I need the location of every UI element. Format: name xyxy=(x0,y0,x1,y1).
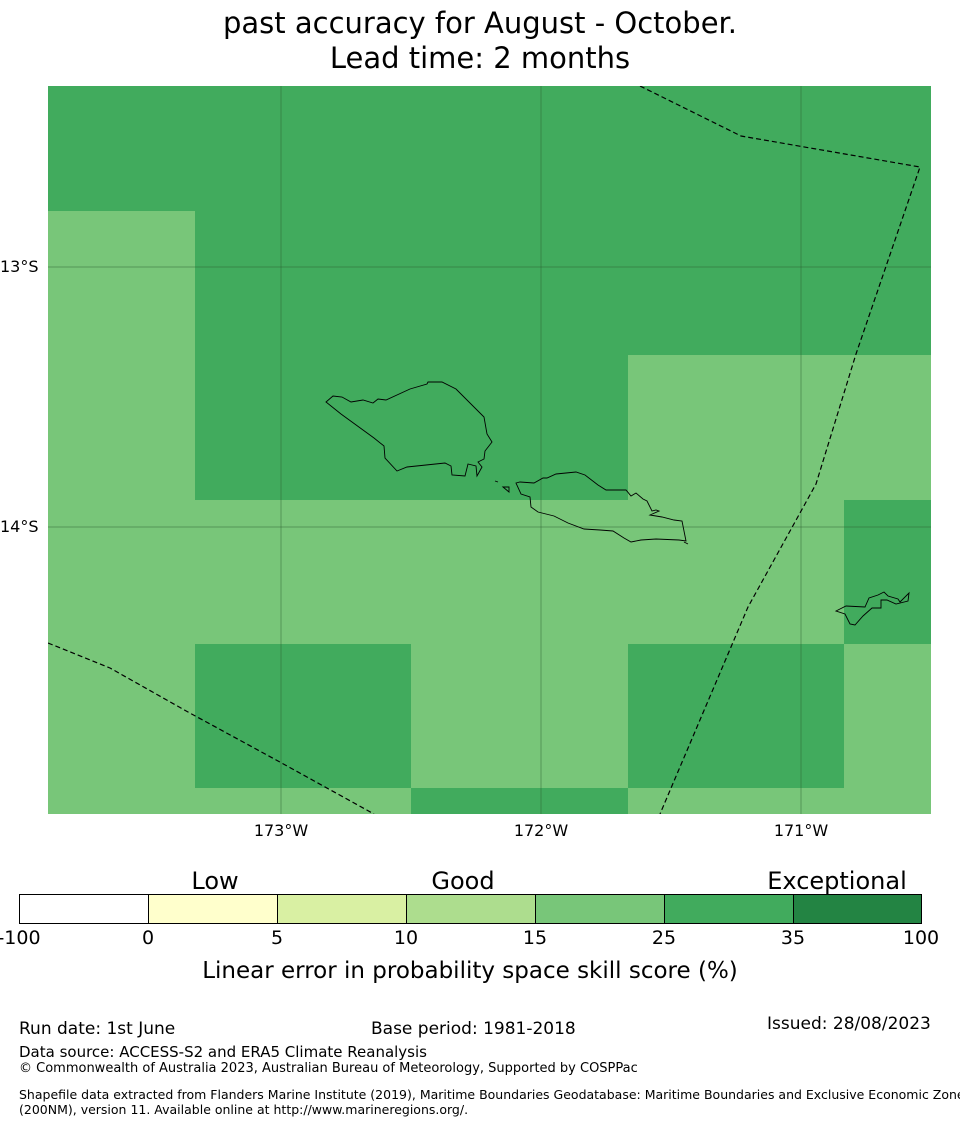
colorbar-axis-label: Linear error in probability space skill … xyxy=(202,958,738,984)
lon-label-173w: 173°W xyxy=(253,821,309,840)
upolu-island-outline xyxy=(515,471,687,543)
colorbar-swatch-neg100-0 xyxy=(19,894,149,924)
lat-label-13s: 13°S xyxy=(0,257,39,276)
data-source: Data source: ACCESS-S2 and ERA5 Climate … xyxy=(19,1043,427,1061)
colorbar-tick: 25 xyxy=(651,927,677,949)
ofu-island-outline xyxy=(683,541,689,545)
skill-score-colorbar xyxy=(19,894,922,924)
manono-island-outline xyxy=(501,486,510,493)
colorbar-tick: 100 xyxy=(902,927,940,949)
skill-cell-high xyxy=(844,500,931,644)
skill-cell-high xyxy=(195,644,411,788)
colorbar-tick: 35 xyxy=(780,927,806,949)
tutuila-island-outline xyxy=(834,591,910,626)
colorbar-tick: 5 xyxy=(270,927,284,949)
graticule xyxy=(48,86,931,814)
colorbar-swatch-10-15 xyxy=(406,894,536,924)
base-period: Base period: 1981-2018 xyxy=(371,1019,576,1039)
savaii-island-outline xyxy=(325,381,493,478)
colorbar-tick: -100 xyxy=(0,927,41,949)
map-canvas xyxy=(48,86,931,814)
skill-cell-high xyxy=(195,211,931,355)
maritime-boundaries xyxy=(48,86,921,814)
colorbar-tick: 0 xyxy=(141,927,155,949)
run-date: Run date: 1st June xyxy=(19,1019,176,1039)
colorbar-category-low: Low xyxy=(191,867,239,895)
colorbar-tick: 15 xyxy=(522,927,548,949)
skill-cell-high xyxy=(195,355,628,500)
skill-cell-high xyxy=(48,86,931,211)
colorbar-swatch-5-10 xyxy=(277,894,407,924)
colorbar-category-good: Good xyxy=(431,867,495,895)
lat-label-14s: 14°S xyxy=(0,517,39,536)
colorbar-swatch-25-35 xyxy=(664,894,794,924)
skill-cells xyxy=(48,86,931,814)
eez-boundary-north xyxy=(639,86,921,814)
colorbar-swatch-15-25 xyxy=(535,894,665,924)
issued-date: Issued: 28/08/2023 xyxy=(767,1014,931,1034)
skill-score-map xyxy=(48,86,931,814)
colorbar-swatch-0-5 xyxy=(148,894,278,924)
shapefile-credit-line-1: Shapefile data extracted from Flanders M… xyxy=(19,1087,960,1102)
map-title-line-1: past accuracy for August - October. xyxy=(222,6,738,40)
copyright-notice: © Commonwealth of Australia 2023, Austra… xyxy=(19,1061,638,1076)
lon-label-171w: 171°W xyxy=(773,821,829,840)
colorbar-tick: 10 xyxy=(393,927,419,949)
shapefile-credit-line-2: (200NM), version 11. Available online at… xyxy=(19,1102,469,1117)
apolima-island-outline xyxy=(494,480,499,483)
skill-cell-high xyxy=(411,788,628,814)
lon-label-172w: 172°W xyxy=(513,821,569,840)
eez-boundary-southwest xyxy=(48,642,375,814)
coastlines xyxy=(325,381,910,626)
map-title-line-2: Lead time: 2 months xyxy=(329,41,631,75)
colorbar-swatch-35-100 xyxy=(793,894,922,924)
skill-cell-high xyxy=(628,644,844,788)
colorbar-category-exceptional: Exceptional xyxy=(767,867,907,895)
